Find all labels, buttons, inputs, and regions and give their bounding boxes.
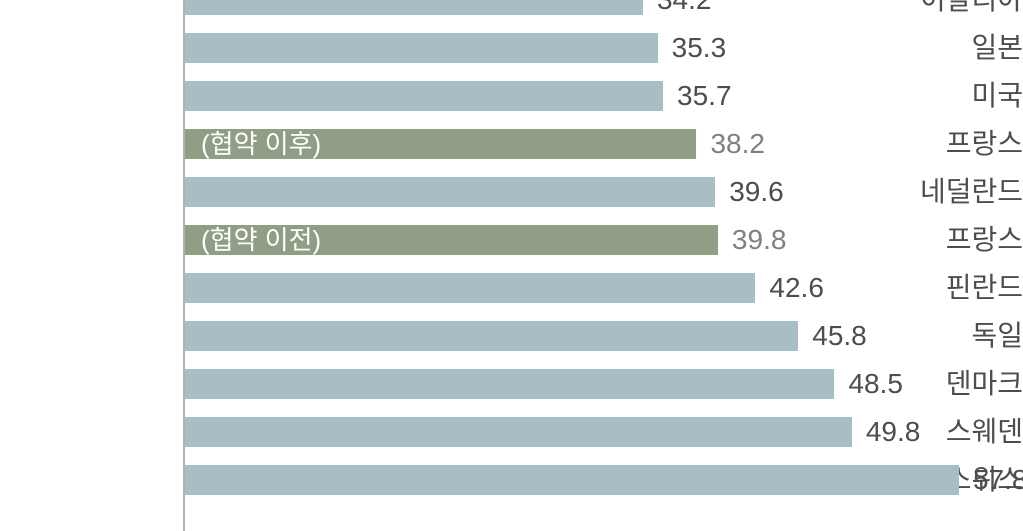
- bar: [185, 417, 852, 447]
- in-bar-label: (협약 이후): [201, 131, 321, 157]
- value-label: 42.6: [769, 274, 824, 302]
- category-label: 핀란드: [853, 274, 1023, 302]
- bar: [185, 465, 959, 495]
- bar-row: 핀란드 42.6: [0, 264, 1023, 312]
- category-label: 이탈리아: [853, 0, 1023, 14]
- bar-row: 독일45.8: [0, 312, 1023, 360]
- bar: (협약 이후): [185, 129, 696, 159]
- bar-row: 이탈리아 34.2: [0, 0, 1023, 24]
- bar-row: 프랑스 (협약 이전) 39.8: [0, 216, 1023, 264]
- category-label: 독일: [853, 322, 1023, 350]
- value-label: 39.8: [732, 226, 787, 254]
- bar-row: 미국 35.7: [0, 72, 1023, 120]
- category-label: 미국: [853, 82, 1023, 110]
- bar-row: 네덜란드 39.6: [0, 168, 1023, 216]
- category-label: 일본: [853, 34, 1023, 62]
- bar: [185, 321, 798, 351]
- bar: [185, 273, 755, 303]
- category-label: 프랑스: [853, 130, 1023, 158]
- bar: [185, 81, 663, 111]
- value-label: 39.6: [729, 178, 784, 206]
- value-label: 35.7: [677, 82, 732, 110]
- bar-row: 스위스57.8: [0, 456, 1023, 504]
- value-label: 34.2: [657, 0, 712, 14]
- value-label: 35.3: [672, 34, 727, 62]
- bar: [185, 177, 715, 207]
- bar-row: 스웨덴49.8: [0, 408, 1023, 456]
- bar: [185, 0, 643, 15]
- category-label: 프랑스: [853, 226, 1023, 254]
- bar-row: 일본 35.3: [0, 24, 1023, 72]
- value-label: 49.8: [866, 418, 921, 446]
- bar-row: 덴마크48.5: [0, 360, 1023, 408]
- value-label: 57.8: [973, 466, 1023, 494]
- bar: [185, 33, 658, 63]
- bar-row: 프랑스 (협약 이후) 38.2: [0, 120, 1023, 168]
- in-bar-label: (협약 이전): [201, 227, 321, 253]
- bar: (협약 이전): [185, 225, 718, 255]
- bar-chart: 이탈리아 34.2 일본 35.3 미국 35.7 프랑스 (협약 이후) 38.2 네덜란드 39…: [0, 0, 1023, 531]
- value-label: 45.8: [812, 322, 867, 350]
- bar: [185, 369, 834, 399]
- category-label: 네덜란드: [853, 178, 1023, 206]
- value-label: 38.2: [710, 130, 765, 158]
- value-label: 48.5: [848, 370, 903, 398]
